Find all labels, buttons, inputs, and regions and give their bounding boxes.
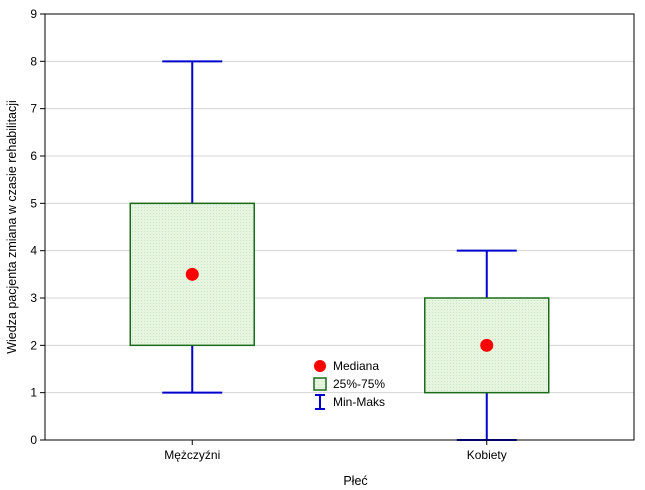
boxes-layer [129, 60, 550, 441]
box-mezczyzni [129, 60, 255, 394]
legend-label: Min-Maks [333, 395, 385, 409]
x-axis-title: Płeć [343, 474, 367, 488]
legend-median-dot [314, 360, 326, 372]
y-tick-label: 1 [30, 386, 37, 400]
y-tick-label: 8 [30, 54, 37, 68]
y-tick-label: 7 [30, 102, 37, 116]
y-tick-label: 0 [30, 433, 37, 447]
legend-entry: 25%-75% [313, 377, 385, 391]
y-axis-title: Wiedza pacjenta zmiana w czasie rehabili… [5, 100, 19, 354]
legend-box-swatch [313, 377, 327, 391]
legend-entry: Mediana [314, 359, 379, 373]
legend: Mediana 25%-75% Min-Maks [313, 359, 385, 410]
y-tick-label: 5 [30, 196, 37, 210]
x-tick-label: Kobiety [467, 448, 507, 462]
plot-area-frame [44, 13, 635, 441]
x-tick-label: Mężczyźni [164, 448, 220, 462]
y-tick-label: 2 [30, 338, 37, 352]
box-kobiety [424, 249, 550, 441]
x-axis: Mężczyźni Kobiety [164, 440, 507, 462]
y-axis: 0 1 2 3 4 5 6 7 8 9 [30, 7, 45, 447]
legend-entry: Min-Maks [315, 394, 385, 410]
y-tick-label: 3 [30, 291, 37, 305]
median-dot [185, 267, 199, 281]
legend-label: Mediana [333, 359, 379, 373]
y-tick-label: 6 [30, 149, 37, 163]
y-tick-label: 9 [30, 7, 37, 21]
legend-label: 25%-75% [333, 377, 385, 391]
median-dot [480, 338, 494, 352]
y-tick-label: 4 [30, 244, 37, 258]
